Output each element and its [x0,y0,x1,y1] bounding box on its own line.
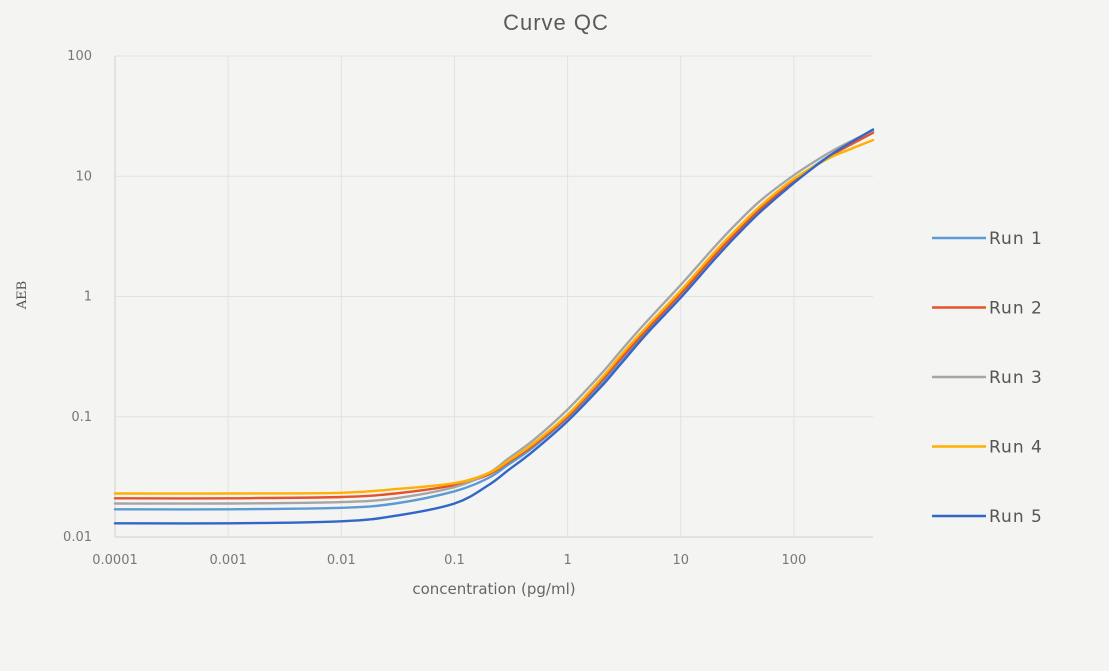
y-axis-label: AEB [15,281,30,310]
legend-label: Run 1 [989,229,1043,249]
legend-label: Run 4 [989,438,1043,458]
chart-title: Curve QC [503,10,609,35]
legend-label: Run 3 [989,368,1043,388]
series-line-run-4 [113,138,875,495]
y-tick-label: 1 [84,290,92,305]
series-line-run-1 [113,130,875,511]
legend: Run 1 Run 2 Run 3 Run 4 Run 5 [932,229,1043,527]
legend-label: Run 2 [989,299,1043,319]
x-tick-label: 0.01 [327,553,356,568]
x-tick-label: 10 [672,553,689,568]
series-line-run-3 [113,129,875,505]
x-tick-label: 0.1 [444,553,465,568]
x-tick-label: 0.0001 [92,553,138,568]
y-tick-label: 100 [67,49,92,64]
grid [114,55,873,538]
legend-label: Run 5 [989,507,1043,527]
series-line-run-2 [113,131,875,500]
x-tick-label: 0.001 [210,553,247,568]
series-line-run-5 [113,128,875,525]
y-tick-label: 0.1 [71,410,92,425]
legend-item-run-5: Run 5 [932,507,1043,527]
legend-item-run-1: Run 1 [932,229,1043,249]
axes: 0.01 0.1 1 10 100 0.0001 0.001 0.01 0.1 1 10 100 [63,49,806,568]
legend-item-run-2: Run 2 [932,299,1043,319]
series-lines [113,128,875,525]
y-tick-label: 0.01 [63,530,92,545]
x-axis-label: concentration (pg/ml) [412,580,575,598]
y-tick-label: 10 [75,169,92,184]
x-tick-label: 100 [781,553,806,568]
x-tick-label: 1 [563,553,571,568]
legend-item-run-4: Run 4 [932,438,1043,458]
legend-item-run-3: Run 3 [932,368,1043,388]
